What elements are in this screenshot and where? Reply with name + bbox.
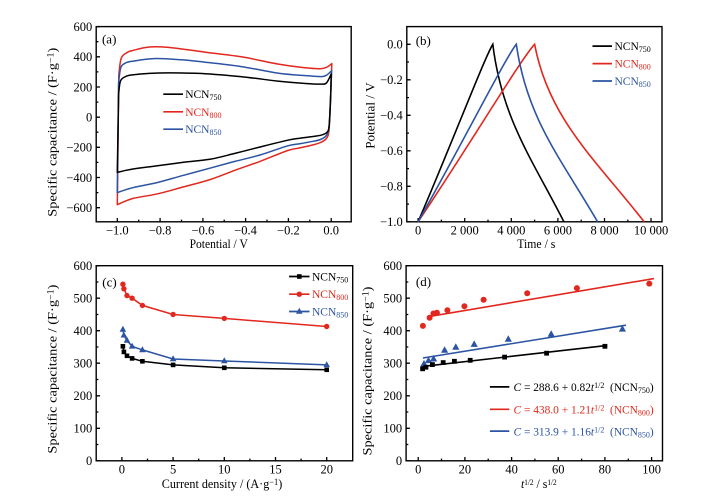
svg-text:NCN800: NCN800 [185,107,221,120]
svg-text:0: 0 [86,111,92,125]
svg-text:−0.2: −0.2 [277,224,300,238]
svg-text:NCN750: NCN750 [312,272,348,285]
svg-text:Current density / (A·g−1): Current density / (A·g−1) [162,476,283,491]
svg-text:20: 20 [459,463,472,477]
svg-text:−1.0: −1.0 [380,215,403,229]
svg-text:(d): (d) [416,274,431,289]
svg-text:80: 80 [599,463,612,477]
svg-text:C = 438.0 + 1.21t1/2 (NCN800): C = 438.0 + 1.21t1/2 (NCN800) [514,404,654,418]
svg-text:Specific capacitance / (F·g−1): Specific capacitance / (F·g−1) [45,285,60,454]
svg-text:−0.6: −0.6 [380,144,403,158]
svg-text:NCN750: NCN750 [615,41,651,54]
svg-text:100: 100 [642,463,661,477]
svg-text:6 000: 6 000 [544,224,572,238]
svg-text:0: 0 [415,463,421,477]
svg-text:400: 400 [383,324,402,338]
svg-text:10 000: 10 000 [634,224,668,238]
svg-text:0: 0 [415,224,421,238]
svg-text:100: 100 [73,422,92,436]
svg-text:NCN850: NCN850 [615,76,651,89]
svg-text:600: 600 [73,20,92,34]
svg-text:Specific capacitance / (F·g−1): Specific capacitance / (F·g−1) [360,287,375,456]
svg-text:500: 500 [73,292,92,306]
svg-text:NCN750: NCN750 [185,89,221,102]
svg-text:NCN800: NCN800 [312,289,348,302]
svg-text:200: 200 [73,389,92,403]
svg-text:Specific capacitance / (F·g−1): Specific capacitance / (F·g−1) [45,48,60,217]
svg-text:−0.8: −0.8 [380,180,403,194]
svg-text:300: 300 [383,357,402,371]
svg-text:600: 600 [73,259,92,273]
svg-text:4 000: 4 000 [497,224,525,238]
svg-text:0: 0 [396,454,402,468]
svg-text:0: 0 [119,463,125,477]
svg-text:−0.8: −0.8 [149,224,172,238]
svg-text:(b): (b) [416,33,431,48]
svg-text:C = 313.9 + 1.16t1/2 (NCN850): C = 313.9 + 1.16t1/2 (NCN850) [514,426,654,440]
svg-text:400: 400 [73,50,92,64]
svg-text:(a): (a) [102,31,116,46]
svg-text:5: 5 [170,463,176,477]
svg-text:40: 40 [505,463,518,477]
svg-text:−600: −600 [66,201,92,215]
svg-text:Time / s: Time / s [517,236,555,251]
svg-text:0: 0 [86,454,92,468]
svg-text:−0.6: −0.6 [192,224,215,238]
svg-text:NCN850: NCN850 [185,124,221,137]
svg-text:−0.4: −0.4 [234,224,257,238]
svg-text:500: 500 [383,292,402,306]
svg-text:2 000: 2 000 [451,224,479,238]
svg-text:400: 400 [73,324,92,338]
svg-text:−1.0: −1.0 [106,224,129,238]
svg-text:0.0: 0.0 [323,224,339,238]
svg-text:Potential / V: Potential / V [190,236,249,251]
svg-text:(c): (c) [102,275,116,290]
svg-text:−0.4: −0.4 [380,109,403,123]
svg-text:15: 15 [269,463,282,477]
svg-text:C = 288.6 + 0.82t1/2 (NCN750): C = 288.6 + 0.82t1/2 (NCN750) [514,381,654,395]
svg-text:−0.2: −0.2 [380,73,403,87]
svg-text:20: 20 [320,463,333,477]
svg-text:10: 10 [218,463,231,477]
svg-text:0.0: 0.0 [387,38,403,52]
svg-text:NCN800: NCN800 [615,59,651,72]
svg-text:600: 600 [383,259,402,273]
svg-text:NCN850: NCN850 [312,307,348,320]
svg-text:t1/2 / s1/2: t1/2 / s1/2 [521,476,557,491]
svg-text:Potential / V: Potential / V [363,82,378,149]
svg-text:−400: −400 [66,171,92,185]
svg-text:300: 300 [73,357,92,371]
svg-text:60: 60 [552,463,565,477]
svg-text:−200: −200 [66,141,92,155]
svg-text:100: 100 [383,422,402,436]
svg-text:8 000: 8 000 [590,224,618,238]
svg-text:200: 200 [73,80,92,94]
svg-text:200: 200 [383,389,402,403]
